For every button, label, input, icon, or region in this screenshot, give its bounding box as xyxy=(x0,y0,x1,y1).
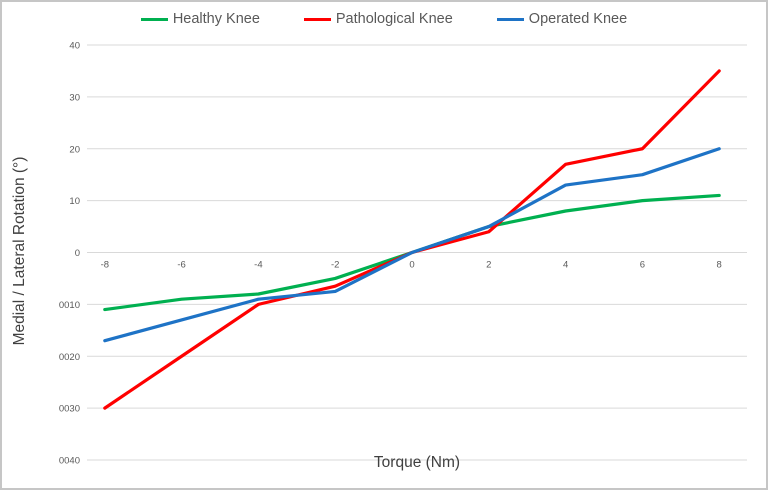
y-tick-label: 0030 xyxy=(59,404,80,415)
x-tick-label: 6 xyxy=(640,260,645,271)
legend-item-pathological-knee: Pathological Knee xyxy=(303,11,453,27)
y-tick-label: 20 xyxy=(69,144,80,155)
legend-label: Healthy Knee xyxy=(172,11,260,27)
legend-label: Operated Knee xyxy=(528,11,628,27)
series-line-pathological-knee xyxy=(103,69,721,410)
x-tick-label: -2 xyxy=(331,260,339,271)
x-tick-label: -8 xyxy=(101,260,109,271)
x-tick-label: 2 xyxy=(486,260,491,271)
legend-item-healthy-knee: Healthy Knee xyxy=(140,11,260,27)
y-tick-label: 0 xyxy=(75,248,80,259)
y-axis-title: Medial / Lateral Rotation (°) xyxy=(11,156,28,346)
legend-line-swatch xyxy=(303,17,331,21)
y-tick-label: 40 xyxy=(69,41,80,52)
legend-item-operated-knee: Operated Knee xyxy=(496,11,628,27)
legend-label: Pathological Knee xyxy=(335,11,453,27)
legend-line-swatch xyxy=(496,17,524,21)
x-tick-label: 4 xyxy=(563,260,568,271)
y-tick-label: 0010 xyxy=(59,300,80,311)
chart-legend: Healthy Knee Pathological Knee Operated Kn… xyxy=(2,11,766,27)
y-tick-label: 0040 xyxy=(59,456,80,467)
x-tick-label: -4 xyxy=(254,260,262,271)
series-line-operated-knee xyxy=(103,147,721,343)
x-axis-title: Torque (Nm) xyxy=(373,454,461,471)
legend-line-swatch xyxy=(140,17,168,21)
x-tick-label: -6 xyxy=(177,260,185,271)
y-tick-label: 30 xyxy=(69,92,80,103)
y-tick-label: 0020 xyxy=(59,352,80,363)
x-tick-label: 8 xyxy=(717,260,722,271)
y-tick-label: 10 xyxy=(69,196,80,207)
x-tick-label: 0 xyxy=(409,260,414,271)
